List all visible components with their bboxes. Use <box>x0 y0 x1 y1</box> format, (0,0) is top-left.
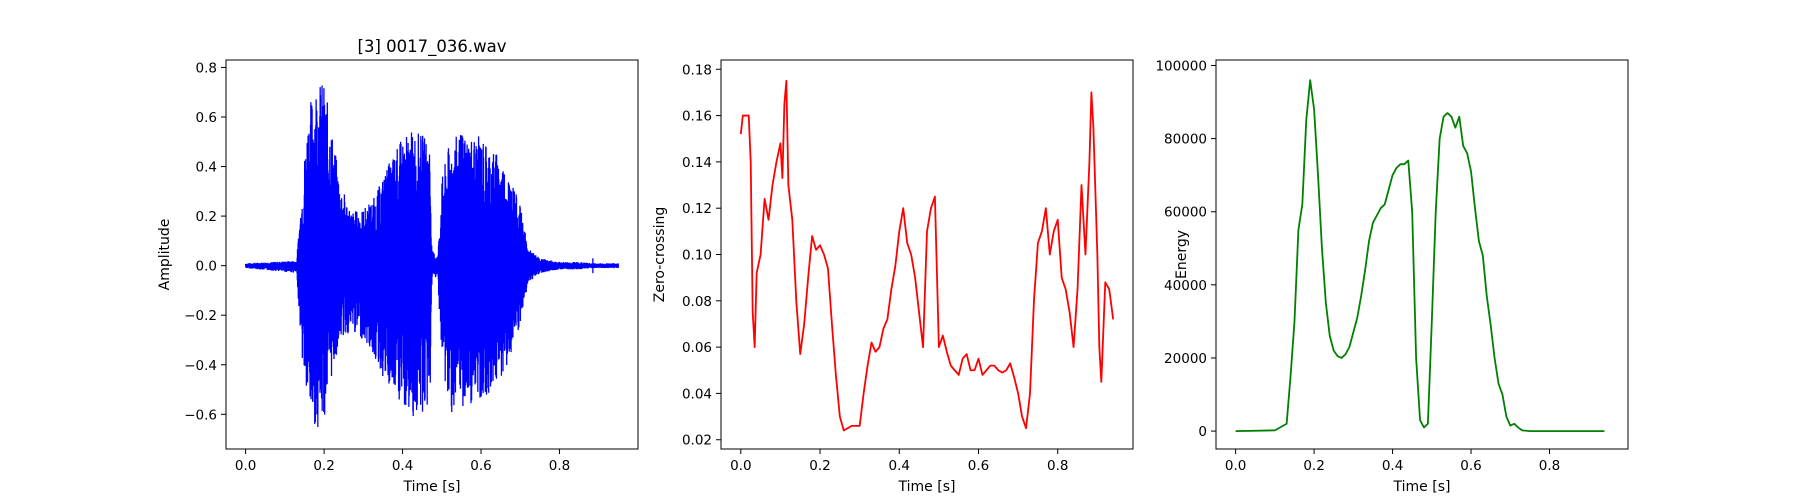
zero-crossing-data <box>739 79 1115 432</box>
zero-crossing-y-tick-label: 0.02 <box>682 433 712 449</box>
energy-x-axis-label: Time [s] <box>1393 479 1451 495</box>
zero-crossing-panel: 0.0 0.2 0.4 0.6 0.8 0.02 0.04 0.06 0.08 0.10 0.12 0… <box>652 59 1134 495</box>
amplitude-y-tick-label: 0.4 <box>196 160 217 176</box>
energy-y-tick-label: 60000 <box>1164 205 1207 221</box>
amplitude-y-tick-label: −0.2 <box>184 308 217 324</box>
energy-y-tick-label: 80000 <box>1164 132 1207 148</box>
energy-x-tick-label: 0.6 <box>1460 458 1481 474</box>
amplitude-y-tick-label: 0.0 <box>196 259 217 275</box>
energy-panel: 0.0 0.2 0.4 0.6 0.8 0 20000 40000 60000 80000 1000… <box>1155 58 1629 495</box>
amplitude-x-tick-label: 0.2 <box>313 458 334 474</box>
energy-y-tick-label: 20000 <box>1164 351 1207 367</box>
zero-crossing-y-axis-label: Zero-crossing <box>652 207 668 302</box>
zero-crossing-x-tick-label: 0.4 <box>889 458 910 474</box>
zero-crossing-x-tick-label: 0.6 <box>968 458 989 474</box>
amplitude-axes-frame <box>225 59 639 450</box>
energy-y-axis-label: Energy <box>1174 230 1190 279</box>
zero-crossing-y-tick-label: 0.16 <box>682 109 712 125</box>
zero-crossing-series-line <box>739 79 1115 432</box>
amplitude-panel: 0.0 0.2 0.4 0.6 0.8 −0.6 −0.4 −0.2 0.0 0.2 0.4 0.6 0… <box>157 37 639 495</box>
zero-crossing-y-tick-label: 0.12 <box>682 201 712 217</box>
zero-crossing-y-tick-label: 0.10 <box>682 248 712 264</box>
amplitude-y-axis-label: Amplitude <box>157 219 173 291</box>
amplitude-x-tick-label: 0.4 <box>392 458 413 474</box>
zero-crossing-x-tick-label: 0.2 <box>809 458 830 474</box>
zero-crossing-x-tick-label: 0.8 <box>1047 458 1068 474</box>
amplitude-y-tick-label: 0.6 <box>196 110 217 126</box>
energy-axes-frame <box>1215 59 1629 450</box>
energy-data <box>1235 79 1605 432</box>
energy-x-tick-label: 0.0 <box>1225 458 1246 474</box>
amplitude-chart-title: [3] 0017_036.wav <box>358 37 507 57</box>
energy-y-tick-label: 100000 <box>1155 58 1207 74</box>
zero-crossing-y-tick-label: 0.18 <box>682 62 712 78</box>
amplitude-data <box>244 85 620 428</box>
amplitude-y-tick-label: −0.4 <box>184 358 217 374</box>
amplitude-x-tick-label: 0.6 <box>470 458 491 474</box>
amplitude-x-axis-label: Time [s] <box>403 479 461 495</box>
energy-x-tick-label: 0.2 <box>1303 458 1324 474</box>
zero-crossing-y-tick-label: 0.14 <box>682 155 712 171</box>
amplitude-y-tick-label: −0.6 <box>184 407 217 423</box>
amplitude-y-tick-label: 0.2 <box>196 209 217 225</box>
energy-x-tick-label: 0.8 <box>1539 458 1560 474</box>
energy-y-tick-label: 40000 <box>1164 278 1207 294</box>
zero-crossing-x-tick-label: 0.0 <box>730 458 751 474</box>
energy-y-tick-label: 0 <box>1198 424 1207 440</box>
zero-crossing-y-tick-label: 0.04 <box>682 386 712 402</box>
amplitude-x-tick-label: 0.0 <box>235 458 256 474</box>
energy-x-tick-label: 0.4 <box>1382 458 1403 474</box>
zero-crossing-y-tick-label: 0.06 <box>682 340 712 356</box>
amplitude-x-tick-label: 0.8 <box>549 458 570 474</box>
energy-series-line <box>1235 79 1605 432</box>
amplitude-y-tick-label: 0.8 <box>196 60 217 76</box>
zero-crossing-x-axis-label: Time [s] <box>898 479 956 495</box>
zero-crossing-y-tick-label: 0.08 <box>682 294 712 310</box>
amplitude-waveform-line <box>244 85 620 428</box>
